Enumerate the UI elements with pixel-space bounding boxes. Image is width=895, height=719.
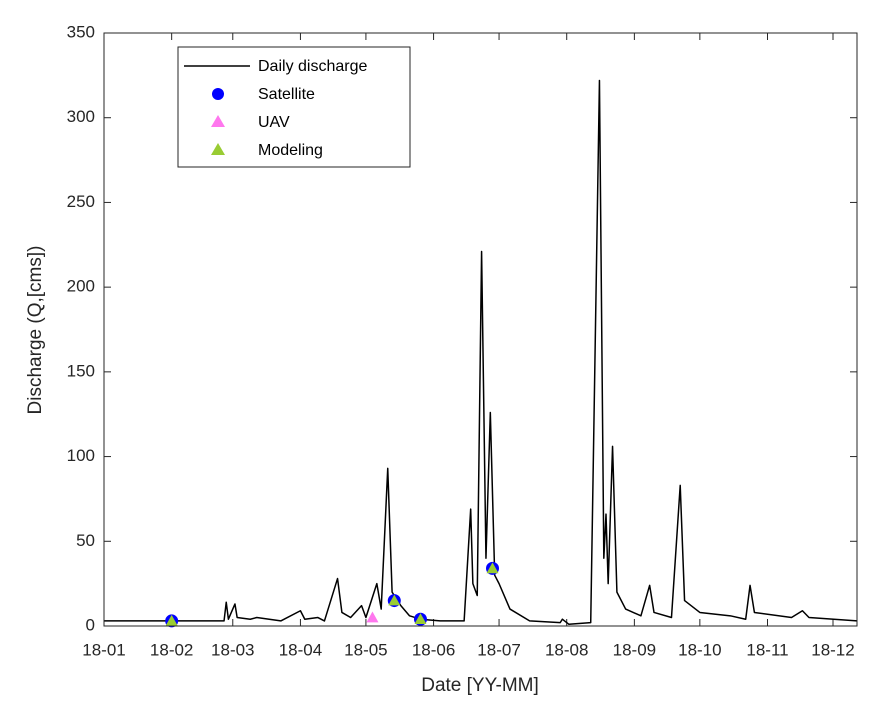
triangle-point: [366, 611, 379, 623]
legend-marker: [211, 143, 225, 155]
legend-label: UAV: [258, 114, 290, 131]
x-tick-label: 18-07: [477, 640, 520, 659]
legend-label: Modeling: [258, 142, 323, 159]
y-tick-label: 300: [67, 107, 95, 126]
plot-frame: [103, 32, 858, 627]
triangle-point: [165, 614, 178, 626]
x-tick-label: 18-10: [678, 640, 721, 659]
x-axis-label: Date [YY-MM]: [421, 675, 539, 696]
legend-label: Satellite: [258, 86, 315, 103]
triangle-point: [388, 594, 401, 606]
legend-label: Daily discharge: [258, 58, 367, 75]
y-tick-label: 350: [67, 22, 95, 41]
legend-marker: [211, 115, 225, 127]
legend: Daily discharge Satellite UAV Modeling: [177, 46, 411, 168]
y-tick-label: 0: [86, 615, 95, 634]
x-tick-label: 18-03: [211, 640, 254, 659]
y-tick-label: 250: [67, 192, 95, 211]
x-tick-label: 18-02: [150, 640, 193, 659]
x-tick-label: 18-08: [545, 640, 588, 659]
discharge-line: [104, 79, 858, 626]
y-tick-label: 200: [67, 277, 95, 296]
y-tick-label: 50: [76, 531, 95, 550]
x-tick-label: 18-12: [811, 640, 854, 659]
x-tick-label: 18-01: [82, 640, 125, 659]
y-axis-label: Discharge (Q,[cms]): [25, 246, 46, 415]
x-tick-label: 18-05: [344, 640, 387, 659]
y-tick-label: 150: [67, 361, 95, 380]
y-tick-label: 100: [67, 446, 95, 465]
triangle-point: [414, 613, 427, 625]
x-tick-label: 18-09: [613, 640, 656, 659]
legend-marker: [212, 88, 224, 100]
triangle-point: [486, 562, 499, 574]
x-tick-label: 18-06: [412, 640, 455, 659]
x-tick-label: 18-11: [746, 640, 788, 659]
x-tick-label: 18-04: [279, 640, 322, 659]
